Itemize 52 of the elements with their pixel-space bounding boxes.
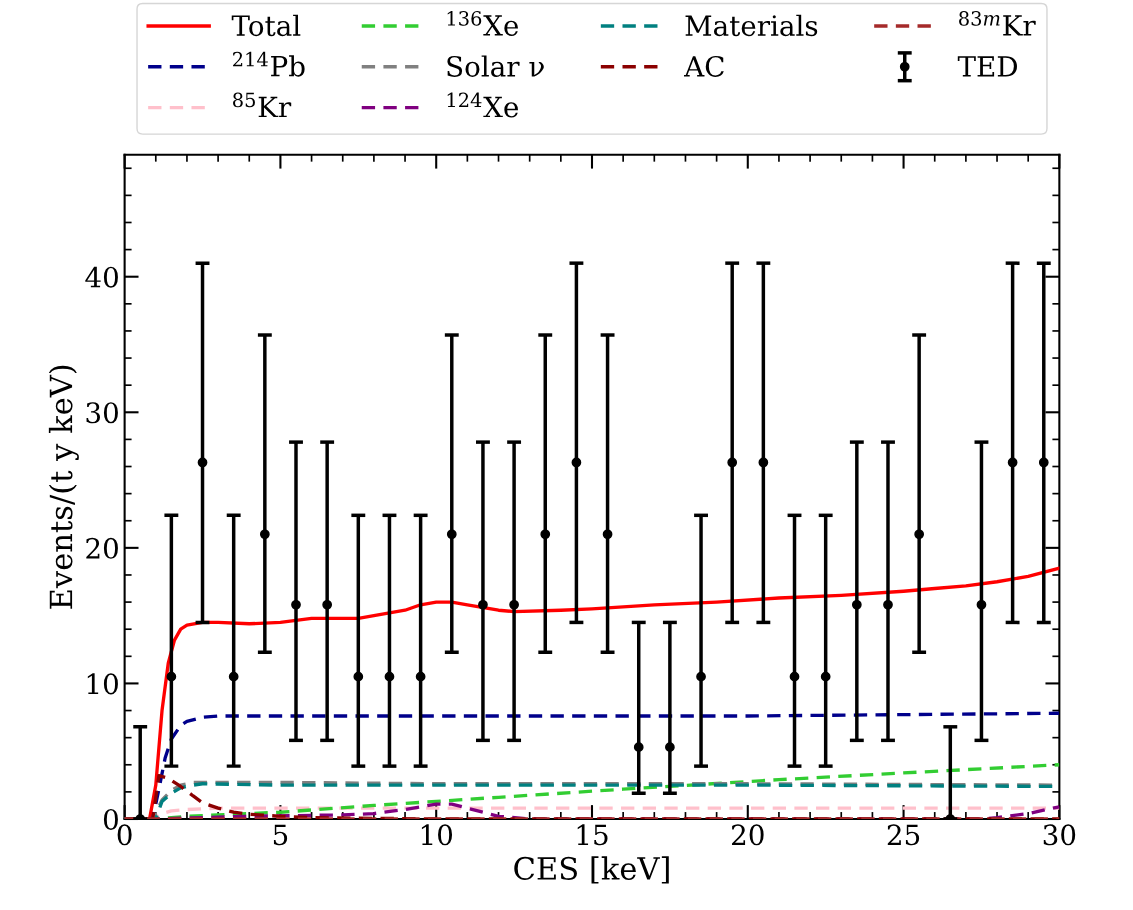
legend-label: $^{83m}$Kr bbox=[959, 11, 1036, 36]
point bbox=[509, 599, 519, 610]
point bbox=[1038, 457, 1049, 468]
point bbox=[415, 671, 426, 682]
point bbox=[758, 457, 769, 468]
legend-label: TED bbox=[957, 56, 1017, 77]
legend-label: AC bbox=[683, 55, 724, 77]
legend-label: Solar ν bbox=[447, 55, 544, 77]
y-tick-label: 0 bbox=[103, 808, 118, 830]
point bbox=[228, 671, 239, 682]
x-tick-label: 5 bbox=[273, 824, 288, 846]
legend-label: $^{214}$Pb bbox=[233, 51, 305, 77]
point bbox=[1007, 457, 1018, 468]
legend-label: $^{85}$Kr bbox=[233, 92, 292, 118]
x-tick-label: 0 bbox=[117, 824, 132, 846]
y-tick-label: 10 bbox=[87, 673, 118, 695]
point bbox=[820, 671, 831, 682]
point bbox=[353, 671, 364, 682]
legend-label: Total bbox=[231, 14, 301, 37]
y-tick-label: 30 bbox=[86, 402, 118, 424]
x-tick-label: 20 bbox=[731, 824, 764, 846]
point bbox=[727, 457, 738, 468]
point bbox=[789, 671, 800, 682]
point bbox=[197, 457, 208, 468]
point bbox=[478, 599, 488, 610]
point bbox=[665, 742, 675, 753]
x-tick-label: 15 bbox=[577, 824, 608, 846]
point bbox=[633, 742, 644, 753]
point bbox=[883, 599, 893, 610]
point bbox=[851, 599, 862, 610]
point bbox=[914, 529, 925, 540]
legend-label: Materials bbox=[685, 14, 818, 37]
point bbox=[322, 599, 333, 610]
legend-label: $^{136}$Xe bbox=[447, 11, 518, 36]
point bbox=[540, 529, 551, 540]
y-tick-label: 20 bbox=[86, 537, 118, 559]
legend-label: $^{124}$Xe bbox=[447, 92, 518, 118]
point bbox=[166, 671, 177, 682]
point bbox=[571, 457, 582, 468]
point bbox=[446, 529, 457, 540]
point bbox=[976, 599, 987, 610]
point bbox=[696, 671, 706, 682]
point bbox=[291, 599, 301, 610]
point bbox=[259, 529, 270, 540]
y-tick-label: 40 bbox=[85, 266, 118, 288]
x-tick-label: 30 bbox=[1043, 824, 1076, 846]
x-axis-title: CES [keV] bbox=[514, 856, 669, 884]
point bbox=[384, 671, 395, 682]
y-axis-title: Events/(t y keV) bbox=[48, 365, 79, 609]
point bbox=[602, 529, 613, 540]
x-tick-label: 10 bbox=[421, 824, 453, 846]
x-tick-label: 25 bbox=[887, 824, 920, 846]
